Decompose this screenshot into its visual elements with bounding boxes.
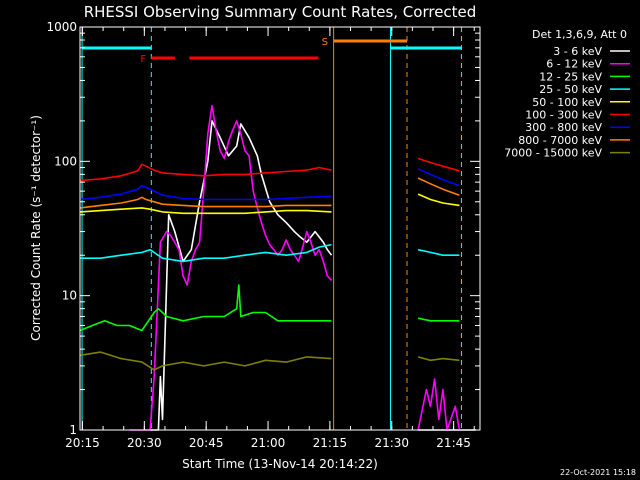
legend-label: 100 - 300 keV — [525, 109, 602, 122]
legend-label: 50 - 100 keV — [532, 96, 602, 109]
series-2 — [79, 284, 460, 332]
legend-label: 25 - 50 keV — [539, 83, 602, 96]
series-line — [79, 207, 332, 215]
y-tick-label: 10 — [62, 289, 77, 303]
series-line — [129, 104, 333, 431]
x-tick-label: 21:30 — [374, 436, 409, 450]
x-tick-label: 20:30 — [127, 436, 162, 450]
y-axis-label: Corrected Count Rate (s⁻¹ detector⁻¹) — [29, 115, 43, 341]
x-tick-label: 20:15 — [65, 436, 100, 450]
series-line — [80, 243, 332, 263]
x-tick-label: 21:45 — [436, 436, 471, 450]
plot-frame — [79, 26, 481, 431]
x-tick-label: 20:45 — [189, 436, 224, 450]
saa-label: S — [322, 37, 328, 48]
y-tick-label: 100 — [54, 154, 77, 168]
flare-label: F — [140, 54, 146, 65]
series-line — [417, 248, 460, 256]
legend-label: 3 - 6 keV — [553, 45, 602, 58]
x-tick-label: 21:00 — [251, 436, 286, 450]
legend-label: 12 - 25 keV — [539, 70, 602, 83]
legend-label: 800 - 7000 keV — [518, 134, 602, 147]
series-1 — [129, 104, 461, 431]
series-line — [79, 351, 332, 371]
axis-layer: 20:15 20:30 20:45 21:00 21:15 21:30 21:45 1 10 10… — [46, 20, 481, 450]
legend-label: 6 - 12 keV — [546, 58, 602, 71]
legend-label: 300 - 800 keV — [525, 121, 602, 134]
series-7 — [79, 177, 460, 209]
series-line — [79, 163, 332, 182]
series-line — [79, 184, 332, 201]
legend-label: 7000 - 15000 keV — [504, 147, 602, 160]
series-line — [79, 196, 332, 209]
footer-date: 22-Oct-2021 15:18 — [560, 468, 636, 477]
legend-header: Det 1,3,6,9, Att 0 — [532, 28, 627, 41]
chart-title: RHESSI Observing Summary Count Rates, Co… — [84, 3, 477, 21]
series-line — [417, 193, 460, 207]
series-line — [417, 317, 460, 322]
series-line — [417, 157, 460, 172]
series-3 — [80, 243, 460, 263]
y-tick-label: 1000 — [46, 20, 77, 34]
series-5 — [79, 157, 460, 182]
series-line — [417, 378, 461, 431]
series-4 — [79, 193, 460, 215]
series-line — [79, 284, 332, 332]
series-line — [150, 120, 333, 431]
series-line — [417, 168, 460, 187]
series-line — [417, 177, 460, 196]
series-line — [417, 356, 460, 362]
series-layer — [79, 104, 476, 431]
series-6 — [79, 168, 460, 201]
annotation-layer: SF — [81, 27, 462, 430]
series-8 — [79, 351, 460, 371]
x-axis-label: Start Time (13-Nov-14 20:14:22) — [182, 457, 378, 471]
y-tick-label: 1 — [69, 423, 77, 437]
x-tick-label: 21:15 — [313, 436, 348, 450]
series-0 — [150, 120, 476, 431]
